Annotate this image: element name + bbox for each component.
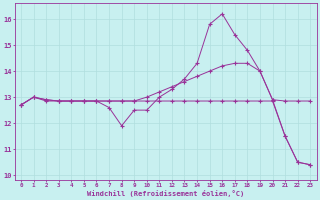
X-axis label: Windchill (Refroidissement éolien,°C): Windchill (Refroidissement éolien,°C)	[87, 190, 244, 197]
